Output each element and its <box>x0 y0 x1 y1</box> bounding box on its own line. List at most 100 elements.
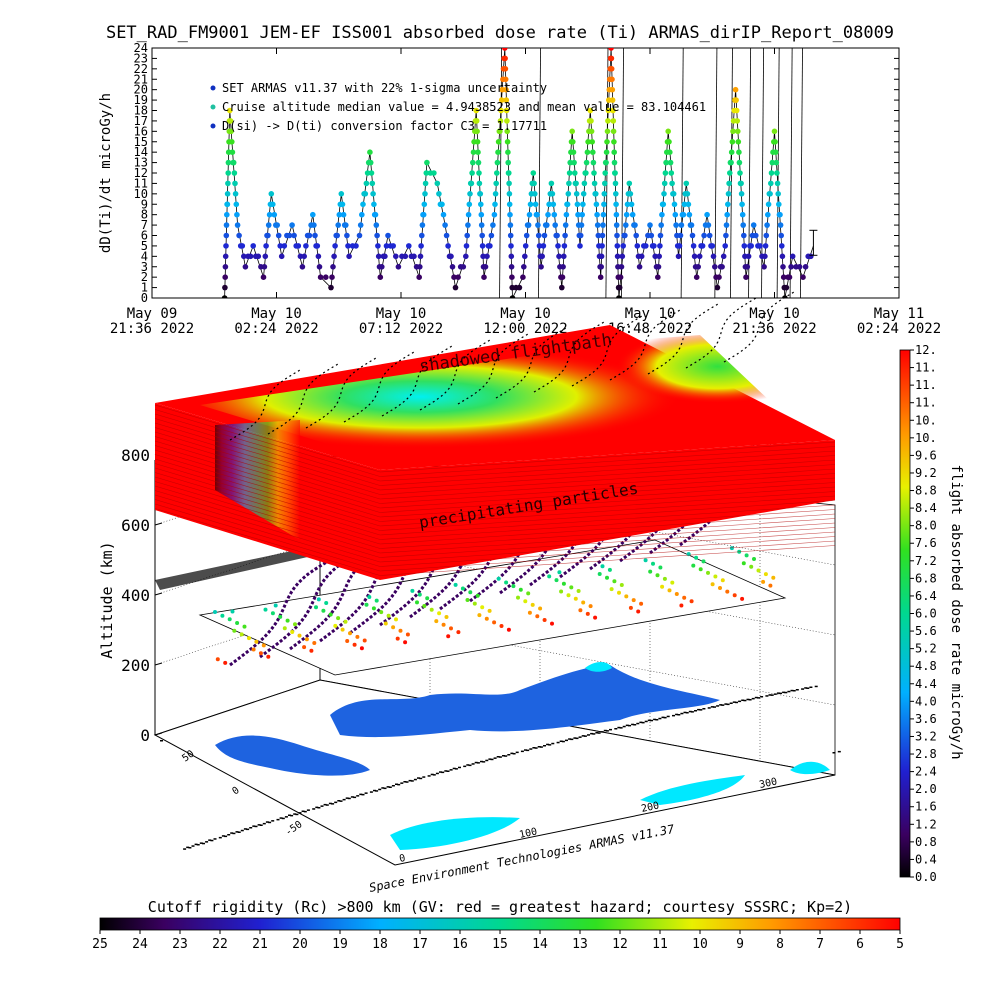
dose-colorbar-tick-label: 11. <box>915 378 937 392</box>
map-marker <box>688 710 692 713</box>
orbit-dose-point <box>768 583 773 588</box>
dose-point <box>367 149 373 155</box>
map-marker <box>413 778 417 781</box>
orbit-dose-point <box>434 619 439 624</box>
slab-trajectory <box>457 333 529 405</box>
dose-point <box>478 201 484 208</box>
dose-colorbar-tick-label: 0.4 <box>915 852 937 866</box>
map-marker <box>751 697 755 700</box>
orbit-dose-point <box>667 588 672 593</box>
dose-point <box>782 295 788 298</box>
dose-point <box>479 243 486 249</box>
dose-point <box>535 222 541 228</box>
dose-point <box>788 264 794 270</box>
legend-dot-2 <box>210 104 216 110</box>
dose-point <box>676 243 683 249</box>
dose-point <box>764 222 770 228</box>
dose-point <box>250 243 256 249</box>
map-marker <box>710 706 714 708</box>
dose-point <box>573 191 580 197</box>
x-tick-time: 12:00 2022 <box>483 321 567 337</box>
dose-point <box>776 201 782 208</box>
dose-point <box>241 253 247 260</box>
x-tick-day: May 10 <box>625 306 676 322</box>
dose-point <box>768 170 775 176</box>
dose-point <box>678 222 685 228</box>
orbit-dose-point <box>254 639 259 644</box>
dose-point <box>616 284 623 291</box>
slab-stripe <box>379 441 836 473</box>
map-marker <box>306 809 310 811</box>
dose-point <box>733 107 740 114</box>
dose-point <box>328 284 334 291</box>
dose-point <box>535 232 542 239</box>
dose-point <box>617 274 624 281</box>
dose-point <box>800 274 806 281</box>
map-marker <box>653 718 657 721</box>
dose-point <box>343 222 349 228</box>
dose-point <box>495 139 502 145</box>
dose-colorbar-tick-label: 6.8 <box>915 571 937 585</box>
y-tick-label: 10 <box>134 187 148 201</box>
map-marker <box>587 734 590 736</box>
dose-point <box>690 243 697 249</box>
dose-point <box>774 170 780 176</box>
slab-trajectory <box>533 321 605 393</box>
orbit-dose-point <box>636 609 641 614</box>
dose-point <box>741 232 747 239</box>
orbit-dose-point <box>223 660 228 665</box>
dose-point <box>685 201 692 208</box>
orbit-dose-point <box>304 637 309 642</box>
dose-point <box>291 232 297 239</box>
map-marker <box>801 688 805 690</box>
map-marker <box>543 745 546 747</box>
dose-point <box>670 191 677 197</box>
map-marker <box>249 827 253 829</box>
dose-point <box>574 201 581 208</box>
dose-point <box>466 201 473 208</box>
dose-point <box>623 222 629 228</box>
orbit-dose-point <box>617 590 621 595</box>
slab-stripe <box>154 440 381 509</box>
orbit-dose-point <box>605 575 609 580</box>
x-tick-day: May 10 <box>376 306 427 322</box>
rigidity-colorbar-tick-label: 23 <box>172 937 188 952</box>
orbit-dose-point <box>348 631 352 636</box>
map-marker <box>507 754 511 756</box>
dose-point <box>655 264 662 270</box>
legend-entry-3: D(si) -> D(ti) conversion factor C3 = 1.… <box>222 119 547 133</box>
orbit-dose-point <box>749 564 754 569</box>
dose-point <box>330 264 336 270</box>
dose-point <box>724 211 730 218</box>
dose-point <box>701 232 707 239</box>
dose-point <box>359 211 365 218</box>
dose-point <box>423 170 430 176</box>
map-marker <box>735 701 738 704</box>
floor-plane <box>153 679 836 866</box>
slab-stripe <box>154 494 381 563</box>
dose-point <box>222 253 229 260</box>
dose-point <box>340 211 347 218</box>
dose-point <box>767 191 773 197</box>
dose-point <box>474 128 480 135</box>
map-marker <box>617 726 621 729</box>
map-marker <box>237 831 241 833</box>
dose-point <box>278 253 285 260</box>
dose-point <box>493 180 500 187</box>
dose-point <box>738 191 745 197</box>
y-tick-label: 13 <box>134 156 148 170</box>
dose-point <box>772 139 778 145</box>
orbit-dose-point <box>506 627 511 632</box>
rigidity-colorbar-ticks: 25 24 23 22 21 20 19 18 17 16 15 14 13 12 11 10 9 8 7 6 5 <box>92 930 904 952</box>
orbit-dose-point <box>293 622 297 627</box>
map-marker <box>213 838 217 840</box>
map-marker <box>196 844 200 846</box>
dose-point <box>507 232 514 239</box>
dose-point <box>440 211 447 218</box>
dose-point <box>362 191 369 197</box>
slab-stripe <box>154 467 381 536</box>
map-marker <box>383 787 387 790</box>
dose-point <box>613 211 620 218</box>
dose-point <box>295 243 302 249</box>
